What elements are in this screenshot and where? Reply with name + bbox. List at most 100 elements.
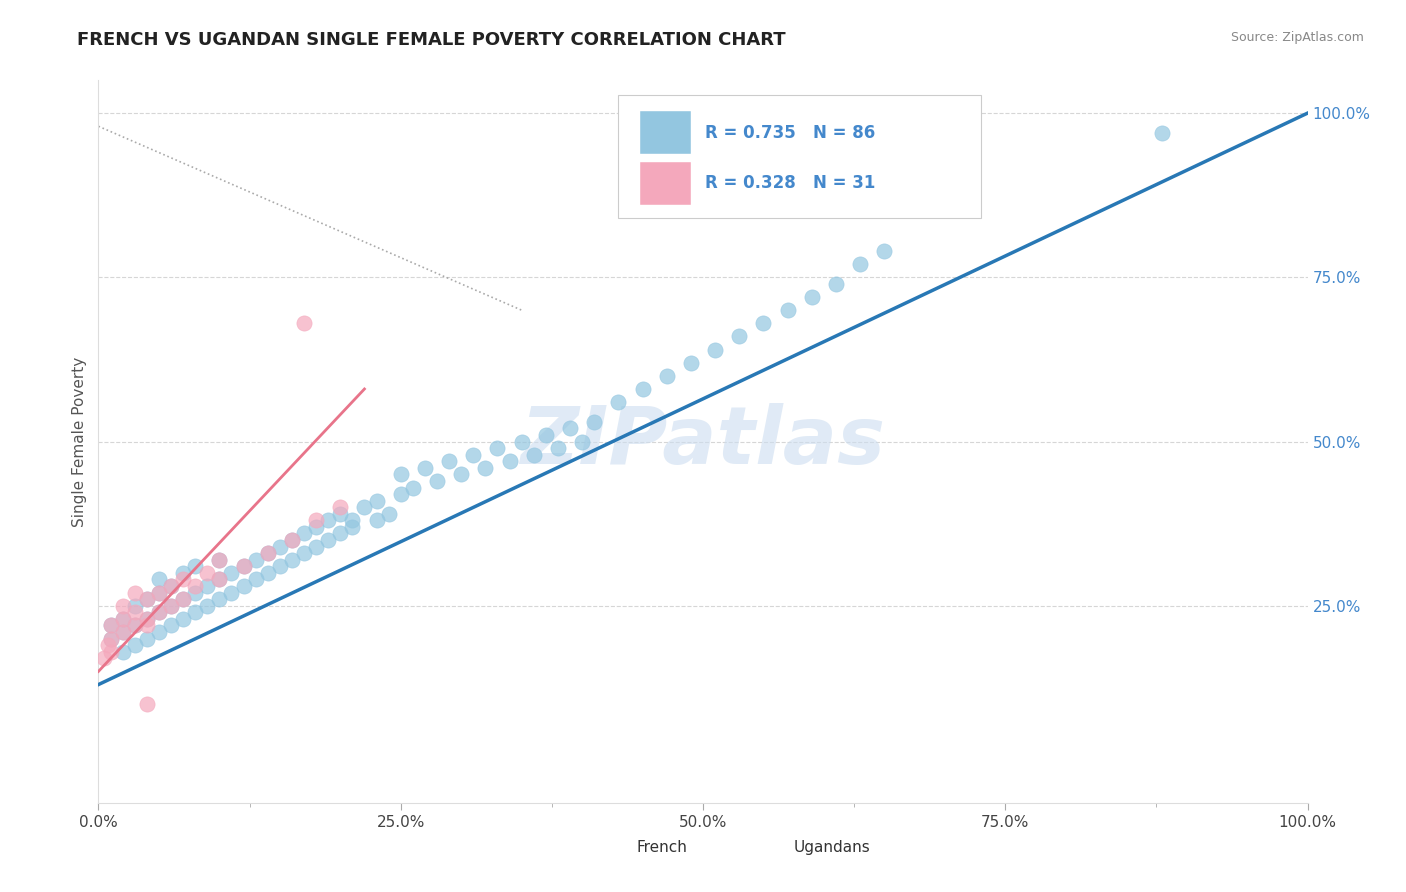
Point <box>292 546 315 560</box>
FancyBboxPatch shape <box>749 834 785 862</box>
Point <box>172 566 194 580</box>
Point <box>776 303 799 318</box>
Point <box>135 612 157 626</box>
Point <box>463 448 485 462</box>
Point <box>329 526 352 541</box>
Point <box>281 533 304 547</box>
Point <box>221 585 243 599</box>
Point <box>208 573 231 587</box>
Point <box>486 441 509 455</box>
Point <box>655 368 678 383</box>
Point <box>377 507 399 521</box>
Point <box>124 638 146 652</box>
Point <box>148 625 170 640</box>
Point <box>547 441 569 455</box>
Text: R = 0.735   N = 86: R = 0.735 N = 86 <box>706 124 876 142</box>
Point <box>728 329 751 343</box>
Point <box>111 612 134 626</box>
Point <box>329 500 352 515</box>
Text: Source: ZipAtlas.com: Source: ZipAtlas.com <box>1230 31 1364 45</box>
Point <box>873 244 896 258</box>
Point <box>100 632 122 646</box>
Point <box>208 553 231 567</box>
Point <box>316 513 339 527</box>
Point <box>704 343 727 357</box>
Point <box>208 592 231 607</box>
Point <box>800 290 823 304</box>
Point <box>172 612 194 626</box>
Point <box>148 585 170 599</box>
Point <box>232 559 254 574</box>
Point <box>100 632 122 646</box>
Point <box>256 546 278 560</box>
Point <box>571 434 593 449</box>
Point <box>148 605 170 619</box>
Point <box>100 618 122 632</box>
Point <box>329 507 352 521</box>
Point <box>160 579 183 593</box>
Point <box>97 638 120 652</box>
Point <box>426 474 449 488</box>
Point <box>221 566 243 580</box>
FancyBboxPatch shape <box>592 834 627 862</box>
Point <box>510 434 533 449</box>
Point <box>148 585 170 599</box>
Point <box>752 316 775 330</box>
Point <box>256 566 278 580</box>
Point <box>849 257 872 271</box>
Point <box>607 395 630 409</box>
Point <box>366 513 388 527</box>
Text: French: French <box>637 840 688 855</box>
FancyBboxPatch shape <box>640 112 690 154</box>
Point <box>825 277 848 291</box>
Point <box>184 559 207 574</box>
Point <box>184 579 207 593</box>
Point <box>195 599 218 613</box>
Point <box>172 592 194 607</box>
FancyBboxPatch shape <box>619 95 981 218</box>
Point <box>534 428 557 442</box>
Point <box>474 460 496 475</box>
Point <box>281 533 304 547</box>
Point <box>523 448 546 462</box>
Point <box>366 493 388 508</box>
Point <box>292 316 315 330</box>
Point <box>305 520 328 534</box>
Point <box>111 625 134 640</box>
Point <box>353 500 375 515</box>
Point <box>305 540 328 554</box>
Point <box>124 599 146 613</box>
Point <box>172 573 194 587</box>
Point <box>100 645 122 659</box>
Point <box>269 540 291 554</box>
Point <box>111 625 134 640</box>
Point <box>1152 126 1174 140</box>
Point <box>135 592 157 607</box>
Point <box>342 520 364 534</box>
Point <box>184 605 207 619</box>
Point <box>93 651 115 665</box>
Point <box>195 566 218 580</box>
Point <box>245 573 267 587</box>
Text: FRENCH VS UGANDAN SINGLE FEMALE POVERTY CORRELATION CHART: FRENCH VS UGANDAN SINGLE FEMALE POVERTY … <box>77 31 786 49</box>
Point <box>135 618 157 632</box>
Point <box>124 618 146 632</box>
Point <box>111 612 134 626</box>
Point <box>316 533 339 547</box>
Point <box>679 356 702 370</box>
Text: Ugandans: Ugandans <box>794 840 870 855</box>
Point <box>413 460 436 475</box>
Point <box>389 487 412 501</box>
Point <box>256 546 278 560</box>
Point <box>208 553 231 567</box>
Text: ZIPatlas: ZIPatlas <box>520 402 886 481</box>
Point <box>184 585 207 599</box>
Point <box>124 585 146 599</box>
Point <box>498 454 520 468</box>
Point <box>269 559 291 574</box>
Point <box>160 618 183 632</box>
Point <box>583 415 606 429</box>
Point <box>342 513 364 527</box>
Point <box>232 579 254 593</box>
Point <box>208 573 231 587</box>
